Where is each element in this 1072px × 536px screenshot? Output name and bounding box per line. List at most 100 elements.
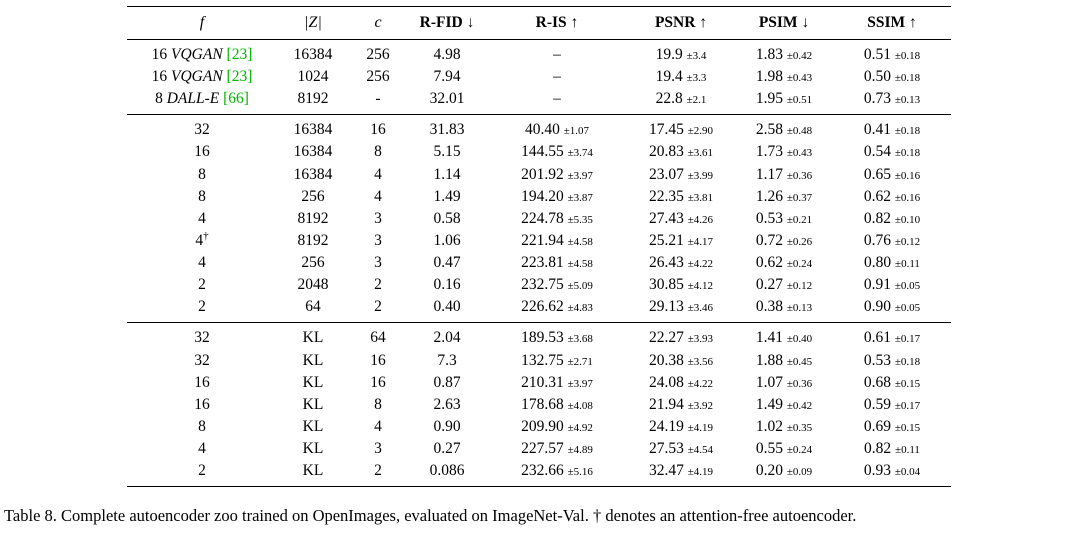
metric-value: 1.26 bbox=[755, 187, 783, 205]
metric-std: ±0.36 bbox=[786, 169, 813, 182]
cell-ssim: 0.80 ±0.11 bbox=[833, 252, 951, 274]
cell-rfid: 7.3 bbox=[437, 351, 457, 369]
metric-std: ±0.05 bbox=[894, 302, 921, 315]
cell-psim: 1.26 ±0.37 bbox=[735, 186, 833, 208]
cell-psim: 1.98 ±0.43 bbox=[735, 66, 833, 88]
metric-std: ±3.74 bbox=[567, 147, 593, 160]
cell-rfid: 0.87 bbox=[433, 373, 461, 391]
citation-ref: [23] bbox=[226, 67, 253, 85]
metric-value: 226.62 bbox=[521, 298, 564, 316]
cell-z: 8192 bbox=[297, 209, 329, 227]
metric-value: 0.62 bbox=[755, 254, 783, 272]
cell-ris: – bbox=[487, 66, 627, 88]
cell-c: 256 bbox=[366, 67, 390, 85]
table-group-3: 32 KL 64 2.04 189.53 ±3.68 22.27 ±3.93 1.41 ±0… bbox=[127, 322, 951, 487]
metric-value: 0.68 bbox=[863, 373, 891, 391]
metric-value: 1.17 bbox=[755, 165, 783, 183]
column-header-psim: PSIM ↓ bbox=[758, 14, 810, 32]
metric-std: ±0.05 bbox=[894, 280, 921, 293]
citation-ref: [66] bbox=[223, 90, 249, 108]
column-header-ris: R-IS ↑ bbox=[535, 14, 579, 32]
metric-value: 24.08 bbox=[648, 373, 684, 391]
metric-std: ±4.19 bbox=[687, 466, 714, 479]
cell-c: 16 bbox=[370, 351, 386, 369]
cell-psnr: 25.21 ±4.17 bbox=[627, 230, 735, 252]
metric-std: ±0.51 bbox=[786, 94, 813, 107]
metric-value: 221.94 bbox=[521, 231, 564, 249]
cell-z: KL bbox=[302, 395, 324, 413]
cell-psnr: 21.94 ±3.92 bbox=[627, 394, 735, 416]
cell-rfid: 0.16 bbox=[433, 276, 461, 294]
cell-ssim: 0.41 ±0.18 bbox=[833, 115, 951, 142]
cell-c: 256 bbox=[366, 45, 390, 63]
cell-ssim: 0.93 ±0.04 bbox=[833, 460, 951, 487]
table-row: 16 VQGAN [23] 1024 256 7.94–19.4 ±3.3 1.98 ±… bbox=[127, 66, 951, 88]
metric-std: ±0.26 bbox=[786, 235, 813, 248]
cell-z: 16384 bbox=[293, 121, 333, 139]
metric-std: ±0.43 bbox=[786, 147, 813, 160]
metric-value: 0.59 bbox=[863, 395, 891, 413]
cell-rfid: 4.98 bbox=[433, 45, 461, 63]
cell-psnr: 27.43 ±4.26 bbox=[627, 208, 735, 230]
cell-psim: 1.88 ±0.45 bbox=[735, 350, 833, 372]
cell-psim: 0.62 ±0.24 bbox=[735, 252, 833, 274]
cell-ris: 226.62 ±4.83 bbox=[487, 296, 627, 323]
metric-std: ±4.12 bbox=[687, 280, 714, 293]
metric-value: 22.35 bbox=[648, 187, 684, 205]
metric-std: ±0.15 bbox=[894, 422, 921, 435]
metric-value: 0.82 bbox=[864, 440, 892, 458]
cell-c: 3 bbox=[374, 440, 382, 458]
metric-std: ±3.56 bbox=[687, 355, 714, 368]
table-row: 8 DALL-E [66] 8192-32.01–22.8 ±2.1 1.95 ±0… bbox=[127, 88, 951, 115]
metric-value: 132.75 bbox=[521, 351, 564, 369]
metric-value: – bbox=[553, 90, 561, 108]
cell-ris: – bbox=[487, 39, 627, 66]
cell-psnr: 19.9 ±3.4 bbox=[627, 39, 735, 66]
cell-rfid: 7.94 bbox=[433, 67, 461, 85]
cell-z: KL bbox=[302, 351, 324, 369]
cell-c: 3 bbox=[374, 209, 382, 227]
table-row: 2 KL 2 0.086 232.66 ±5.16 32.47 ±4.19 0.20 ±0.… bbox=[127, 460, 951, 487]
cell-ris: 232.66 ±5.16 bbox=[487, 460, 627, 487]
cell-z: 16384 bbox=[293, 143, 333, 161]
cell-psnr: 27.53 ±4.54 bbox=[627, 438, 735, 460]
cell-rfid: 5.15 bbox=[433, 143, 461, 161]
cell-rfid: 0.40 bbox=[433, 298, 461, 316]
metric-value: 232.75 bbox=[521, 276, 564, 294]
table-row: 8 16384 4 1.14 201.92 ±3.97 23.07 ±3.99 1.17 ±… bbox=[127, 164, 951, 186]
metric-std: ±0.17 bbox=[894, 333, 921, 346]
metric-value: 1.07 bbox=[755, 373, 783, 391]
metric-value: 0.20 bbox=[755, 462, 783, 480]
column-header-c: c bbox=[374, 14, 382, 31]
cell-rfid: 0.086 bbox=[429, 462, 465, 480]
cell-c: 4 bbox=[374, 418, 382, 436]
citation-ref: [23] bbox=[226, 45, 253, 63]
cell-ssim: 0.54 ±0.18 bbox=[833, 141, 951, 163]
cell-c: 16 bbox=[370, 121, 386, 139]
cell-psnr: 20.83 ±3.61 bbox=[627, 141, 735, 163]
cell-ris: 178.68 ±4.08 bbox=[487, 394, 627, 416]
metric-value: 1.83 bbox=[755, 45, 783, 63]
cell-rfid: 0.27 bbox=[433, 440, 461, 458]
cell-psnr: 22.8 ±2.1 bbox=[627, 88, 735, 115]
table-row: 32 KL 64 2.04 189.53 ±3.68 22.27 ±3.93 1.41 ±0… bbox=[127, 323, 951, 350]
metric-std: ±0.18 bbox=[894, 125, 921, 138]
metric-std: ±0.10 bbox=[894, 213, 921, 226]
metric-std: ±4.58 bbox=[567, 258, 593, 271]
metric-value: 210.31 bbox=[521, 373, 564, 391]
cell-f: 16 bbox=[194, 395, 210, 413]
cell-z: 8192 bbox=[297, 231, 329, 249]
metric-value: 0.76 bbox=[863, 231, 891, 249]
cell-c: 16 bbox=[370, 373, 386, 391]
header-row: f |Z| c R-FID ↓ R-IS ↑ PSNR ↑ PSIM ↓ SSIM ↑ bbox=[127, 7, 951, 40]
cell-psim: 1.49 ±0.42 bbox=[735, 394, 833, 416]
cell-ris: 209.90 ±4.92 bbox=[487, 416, 627, 438]
cell-rfid: 0.47 bbox=[433, 254, 461, 272]
metric-value: 0.27 bbox=[755, 276, 783, 294]
cell-ssim: 0.65 ±0.16 bbox=[833, 164, 951, 186]
table-row: 32 KL 16 7.3 132.75 ±2.71 20.38 ±3.56 1.88 ±0.… bbox=[127, 350, 951, 372]
cell-ssim: 0.82 ±0.10 bbox=[833, 208, 951, 230]
cell-ssim: 0.73 ±0.13 bbox=[833, 88, 951, 115]
cell-ris: 224.78 ±5.35 bbox=[487, 208, 627, 230]
cell-f: 16 bbox=[194, 143, 210, 161]
